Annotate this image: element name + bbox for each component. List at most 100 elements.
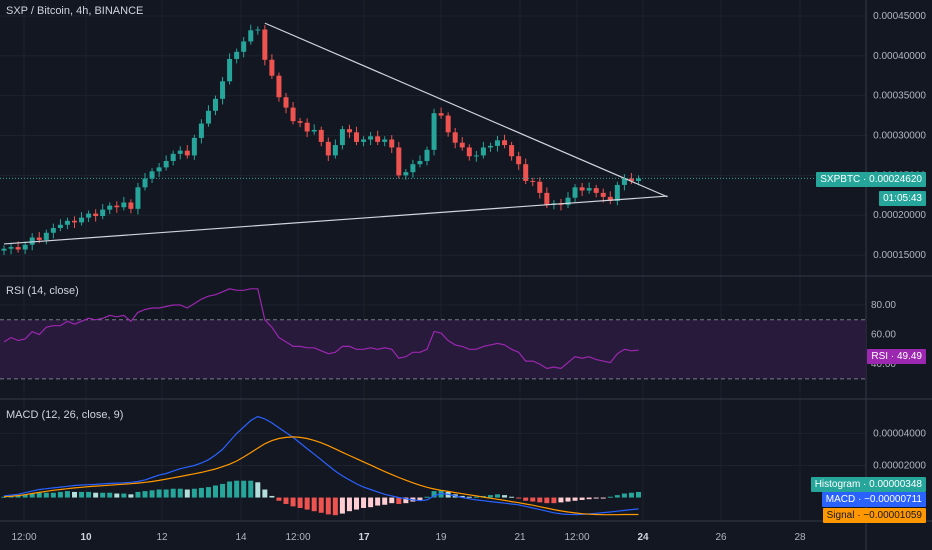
histogram-bar	[121, 493, 127, 498]
histogram-bar	[191, 488, 197, 498]
candle-body	[516, 156, 522, 165]
signal-tag: Signal · −0.00001059	[822, 508, 926, 523]
candle-body	[325, 141, 331, 156]
candle-body	[149, 171, 155, 179]
time-axis-tick: 12:00	[285, 532, 310, 543]
candle-body	[142, 178, 148, 188]
candle-body	[361, 139, 367, 142]
time-axis-tick: 12:00	[11, 532, 36, 543]
histogram-bar	[325, 497, 331, 515]
candle-body	[93, 213, 99, 217]
price-axis-tick: 0.00035000	[873, 91, 926, 102]
price-axis-tick: 0.00045000	[873, 11, 926, 22]
candle-body	[530, 180, 536, 182]
candle-body	[29, 237, 35, 245]
macd-title: MACD (12, 26, close, 9)	[6, 409, 124, 421]
histogram-bar	[600, 497, 606, 499]
candle-body	[424, 149, 430, 162]
candle-body	[579, 187, 585, 191]
histogram-bar	[628, 492, 634, 498]
candle-body	[163, 161, 169, 168]
trendline	[3, 195, 668, 245]
price-axis-tick: 0.00015000	[873, 250, 926, 261]
histogram-bar	[487, 495, 493, 498]
candle-body	[191, 137, 197, 156]
histogram-tag: Histogram · 0.00000348	[810, 477, 926, 492]
histogram-bar	[311, 497, 317, 512]
candle-body	[100, 209, 106, 217]
candle-body	[523, 164, 529, 181]
histogram-bar	[304, 497, 310, 510]
rsi-value-tag: RSI · 49.49	[867, 349, 926, 364]
time-axis-tick: 26	[715, 532, 727, 543]
candle-body	[36, 237, 42, 240]
histogram-bar	[318, 497, 324, 513]
candle-body	[22, 244, 28, 250]
histogram-bar	[586, 497, 592, 500]
candle-body	[304, 122, 310, 132]
candle-body	[480, 147, 486, 156]
rsi-axis-tick: 40.00	[871, 359, 896, 370]
histogram-bar	[213, 485, 218, 498]
histogram-bar	[283, 497, 289, 504]
histogram-bar	[72, 491, 77, 498]
candle-body	[452, 132, 458, 143]
histogram-bar	[149, 490, 155, 498]
candle-body	[198, 123, 204, 138]
histogram-bar	[170, 488, 176, 498]
candle-body	[318, 129, 324, 142]
histogram-bar	[50, 492, 56, 498]
histogram-bar	[163, 489, 169, 498]
candle-body	[621, 178, 627, 185]
histogram-bar	[523, 497, 529, 501]
candle-body	[502, 140, 508, 146]
candle-body	[234, 51, 240, 59]
histogram-bar	[368, 497, 374, 508]
histogram-bar	[424, 496, 430, 498]
candle-body	[72, 220, 77, 223]
candle-body	[8, 247, 14, 249]
histogram-bar	[1, 496, 7, 498]
histogram-bar	[15, 495, 21, 498]
candle-body	[368, 136, 374, 140]
candle-body	[135, 187, 141, 209]
candle-body	[57, 224, 63, 228]
time-axis-tick: 24	[637, 532, 649, 543]
histogram-bar	[339, 497, 345, 514]
histogram-bar	[227, 481, 233, 498]
candle-body	[79, 217, 85, 223]
histogram-bar	[382, 497, 388, 505]
signal-line	[3, 436, 639, 516]
candle-body	[339, 129, 345, 146]
candle-body	[107, 205, 113, 210]
time-axis-tick: 17	[358, 532, 370, 543]
histogram-bar	[403, 497, 409, 504]
histogram-bar	[558, 497, 564, 503]
candle-body	[184, 150, 190, 156]
candle-body	[297, 121, 303, 123]
candle-body	[572, 187, 578, 198]
rsi-title: RSI (14, close)	[6, 285, 79, 297]
candle-body	[600, 192, 606, 197]
candle-body	[241, 41, 247, 52]
price-axis-tick: 0.00020000	[873, 210, 926, 221]
histogram-bar	[29, 493, 35, 498]
histogram-bar	[361, 497, 367, 508]
candle-body	[121, 202, 127, 208]
histogram-bar	[346, 497, 352, 512]
histogram-bar	[459, 495, 465, 498]
candle-body	[255, 29, 261, 31]
histogram-bar	[375, 497, 381, 506]
candle-body	[403, 172, 409, 176]
candle-body	[466, 147, 472, 157]
histogram-bar	[276, 497, 282, 501]
macd-line	[3, 415, 639, 516]
candle-body	[495, 140, 500, 146]
histogram-bar	[114, 493, 120, 498]
last-price-tag: SXPBTC · 0.00024620	[816, 172, 926, 187]
histogram-bar	[530, 497, 536, 502]
histogram-bar	[79, 491, 85, 498]
candle-body	[607, 196, 613, 201]
countdown-tag: 01:05:43	[879, 191, 926, 206]
